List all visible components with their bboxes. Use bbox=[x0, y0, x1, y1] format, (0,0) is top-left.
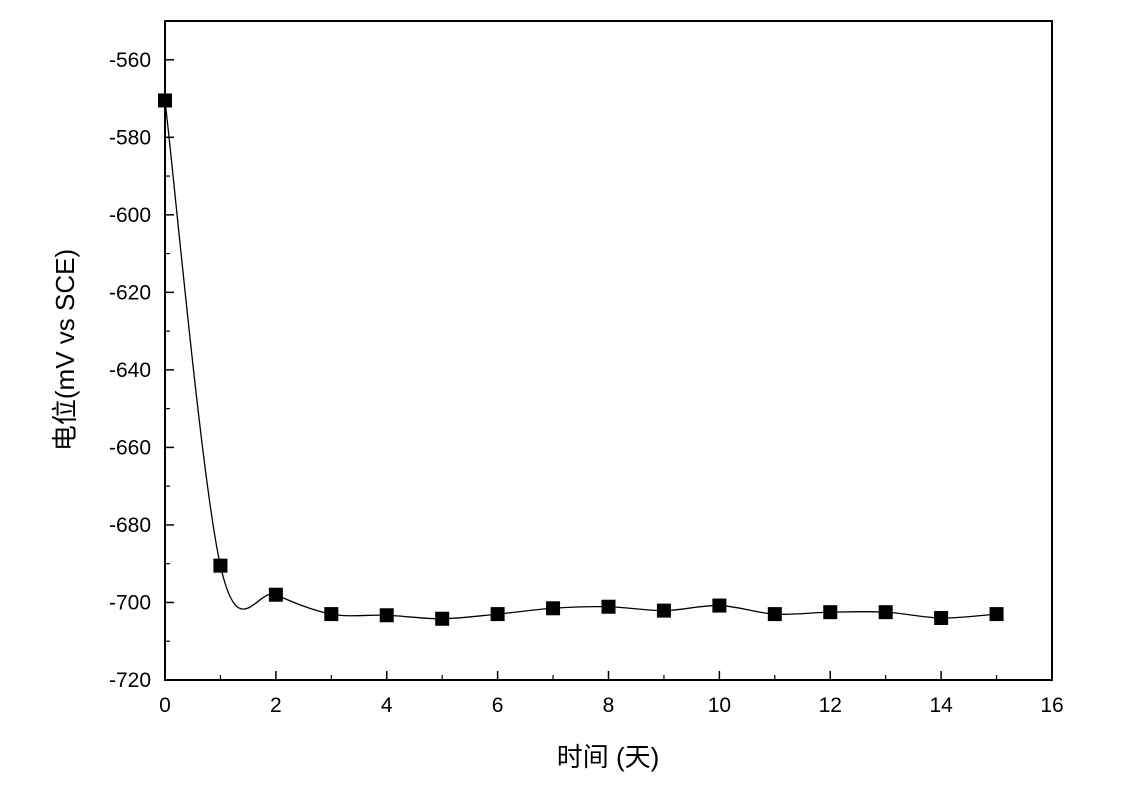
x-axis-title: 时间 (天) bbox=[557, 742, 660, 772]
axis-ticks: 0 2 4 6 8 10 12 14 16 -720 -700 -680 -660 -640 -620 -60… bbox=[109, 20, 1064, 717]
y-tick-label: -560 bbox=[109, 49, 151, 72]
data-point bbox=[546, 601, 561, 616]
y-tick-label: -640 bbox=[109, 359, 151, 382]
x-tick-label: 14 bbox=[929, 694, 953, 717]
x-tick-label: 8 bbox=[603, 694, 615, 717]
y-tick-label: -720 bbox=[109, 669, 151, 692]
data-point bbox=[712, 598, 727, 613]
x-tick-label: 0 bbox=[159, 694, 171, 717]
y-tick-label: -580 bbox=[109, 126, 151, 149]
data-point bbox=[934, 610, 949, 625]
data-point bbox=[324, 607, 339, 622]
y-tick-label: -620 bbox=[109, 281, 151, 304]
fit-curve bbox=[164, 100, 997, 620]
y-axis-title: 电位(mV vs SCE) bbox=[50, 249, 80, 451]
x-tick-label: 12 bbox=[819, 694, 842, 717]
data-points bbox=[158, 93, 1004, 626]
x-tick-label: 4 bbox=[381, 694, 393, 717]
data-point bbox=[656, 603, 671, 618]
x-tick-label: 6 bbox=[492, 694, 504, 717]
y-tick-label: -680 bbox=[109, 514, 151, 537]
data-point bbox=[158, 93, 172, 108]
y-tick-label: -660 bbox=[109, 436, 151, 459]
x-tick-label: 2 bbox=[270, 694, 282, 717]
data-point bbox=[490, 607, 505, 622]
plot-frame bbox=[164, 20, 1053, 681]
data-point bbox=[601, 599, 616, 614]
data-point bbox=[989, 607, 1004, 622]
data-point bbox=[878, 605, 893, 620]
y-tick-label: -700 bbox=[109, 591, 151, 614]
data-point bbox=[268, 587, 283, 602]
data-point bbox=[379, 608, 394, 623]
data-point bbox=[823, 605, 838, 620]
data-point bbox=[435, 611, 450, 626]
x-tick-label: 10 bbox=[708, 694, 731, 717]
data-point bbox=[213, 558, 228, 573]
y-tick-label: -600 bbox=[109, 204, 151, 227]
data-point bbox=[767, 607, 782, 622]
x-tick-label: 16 bbox=[1040, 694, 1063, 717]
